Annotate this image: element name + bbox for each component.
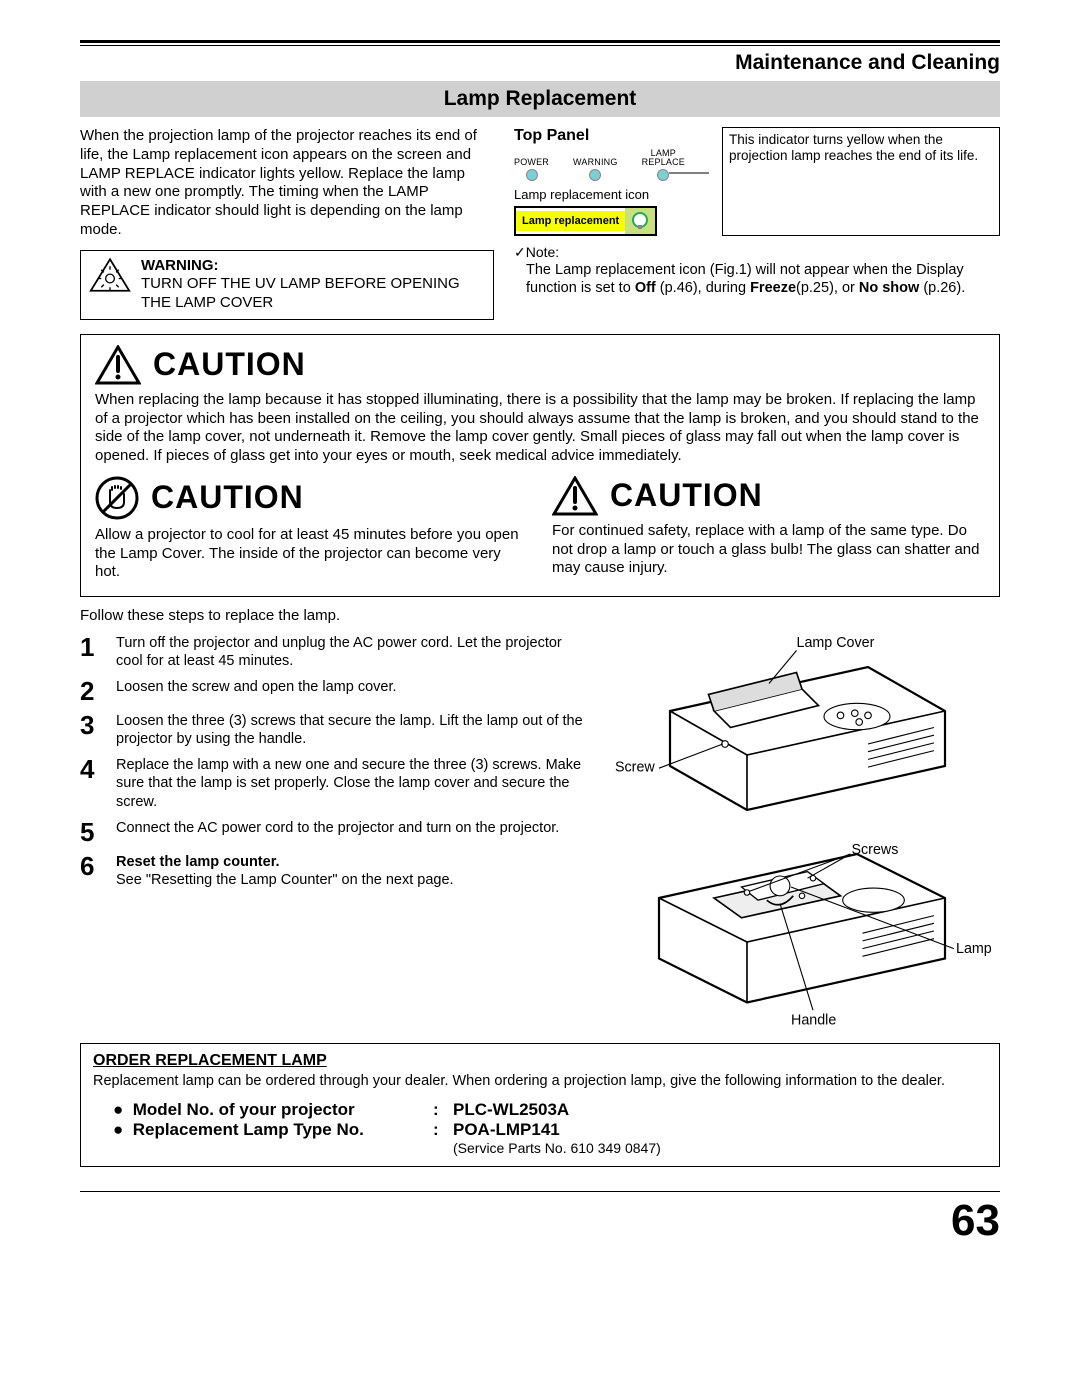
caution-main-text: When replacing the lamp because it has s… — [95, 391, 985, 466]
warning-body: TURN OFF THE UV LAMP BEFORE OPENING THE … — [141, 275, 460, 311]
intro-row: When the projection lamp of the projecto… — [80, 127, 1000, 320]
chapter-title: Maintenance and Cleaning — [80, 49, 1000, 81]
caution-title-1: CAUTION — [153, 346, 306, 383]
manual-page: Maintenance and Cleaning Lamp Replacemen… — [0, 0, 1080, 1276]
top-rule — [80, 40, 1000, 46]
caution-block: CAUTION When replacing the lamp because … — [80, 334, 1000, 597]
step-5: 5 Connect the AC power cord to the proje… — [80, 819, 584, 845]
warning-triangle-icon — [95, 345, 141, 385]
order-service-parts: (Service Parts No. 610 349 0847) — [453, 1140, 987, 1156]
page-number: 63 — [80, 1196, 1000, 1246]
warning-triangle-icon — [552, 476, 598, 516]
step-6: 6 Reset the lamp counter. See "Resetting… — [80, 853, 584, 889]
caution-right: CAUTION For continued safety, replace wi… — [552, 476, 985, 582]
led-lamp-dot — [657, 169, 669, 181]
no-touch-icon — [95, 476, 139, 520]
order-text: Replacement lamp can be ordered through … — [93, 1072, 987, 1090]
step-4: 4 Replace the lamp with a new one and se… — [80, 756, 584, 810]
callout-line-icon — [669, 163, 709, 183]
intro-right: Top Panel POWER WARNING LAMP REPLACE — [514, 127, 1000, 320]
uv-warning-icon — [89, 257, 131, 293]
label-handle: Handle — [791, 1012, 836, 1028]
note-head: ✓Note: — [514, 244, 1000, 261]
steps-list: 1 Turn off the projector and unplug the … — [80, 634, 584, 1035]
warning-title: WARNING: — [141, 257, 219, 274]
step-2: 2 Loosen the screw and open the lamp cov… — [80, 678, 584, 704]
led-power: POWER — [514, 157, 549, 181]
warning-box: WARNING: TURN OFF THE UV LAMP BEFORE OPE… — [80, 250, 494, 320]
top-panel-title: Top Panel — [514, 127, 714, 145]
steps-row: 1 Turn off the projector and unplug the … — [80, 634, 1000, 1035]
caution-head-1: CAUTION — [95, 345, 985, 385]
caution-left: CAUTION Allow a projector to cool for at… — [95, 476, 528, 582]
caution-left-text: Allow a projector to cool for at least 4… — [95, 526, 528, 582]
led-warning: WARNING — [573, 157, 618, 181]
follow-text: Follow these steps to replace the lamp. — [80, 607, 1000, 626]
caution-title-2: CAUTION — [151, 479, 304, 516]
intro-text: When the projection lamp of the projecto… — [80, 127, 494, 240]
step-3: 3 Loosen the three (3) screws that secur… — [80, 712, 584, 748]
order-title: ORDER REPLACEMENT LAMP — [93, 1052, 987, 1070]
bottom-rule — [80, 1191, 1000, 1192]
indicator-callout: This indicator turns yellow when the pro… — [722, 127, 1000, 236]
caution-right-text: For continued safety, replace with a lam… — [552, 522, 985, 578]
note-body: The Lamp replacement icon (Fig.1) will n… — [526, 261, 1000, 297]
led-warning-dot — [589, 169, 601, 181]
lamp-bulb-icon — [625, 208, 655, 234]
label-screws: Screws — [852, 842, 899, 858]
label-screw: Screw — [615, 759, 655, 775]
projector-diagrams: Lamp Cover Screw — [604, 634, 1000, 1035]
label-lamp-cover: Lamp Cover — [797, 635, 875, 651]
projector-illustration: Lamp Cover Screw — [604, 634, 1000, 1030]
caution-subrow: CAUTION Allow a projector to cool for at… — [95, 476, 985, 582]
icon-caption: Lamp replacement icon — [514, 187, 714, 202]
warning-text: WARNING: TURN OFF THE UV LAMP BEFORE OPE… — [141, 257, 485, 313]
led-power-dot — [526, 169, 538, 181]
step-1: 1 Turn off the projector and unplug the … — [80, 634, 584, 670]
indicator-row: POWER WARNING LAMP REPLACE — [514, 149, 714, 181]
intro-left: When the projection lamp of the projecto… — [80, 127, 494, 320]
lamp-replacement-icon: Lamp replacement — [514, 206, 657, 236]
order-row-model: ● Model No. of your projector : PLC-WL25… — [113, 1100, 987, 1120]
order-box: ORDER REPLACEMENT LAMP Replacement lamp … — [80, 1043, 1000, 1167]
section-title: Lamp Replacement — [80, 81, 1000, 117]
caution-title-3: CAUTION — [610, 477, 763, 514]
order-row-lamp: ● Replacement Lamp Type No. : POA-LMP141 — [113, 1120, 987, 1140]
label-lamp: Lamp — [956, 941, 992, 957]
